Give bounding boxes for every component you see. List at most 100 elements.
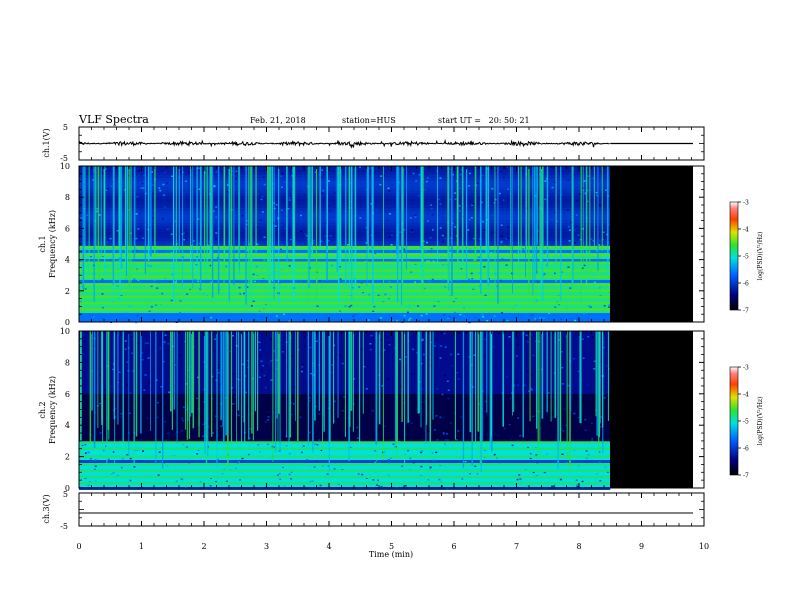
spectrogram-speckle xyxy=(304,336,307,338)
spectrogram-speckle xyxy=(256,320,259,323)
spectrogram-speckle xyxy=(91,426,94,428)
spectrogram-speckle xyxy=(421,388,424,390)
spectrogram-speckle xyxy=(202,435,204,437)
spectrogram-row xyxy=(79,397,611,400)
spectrogram-speckle xyxy=(163,461,165,464)
spectrogram-speckle xyxy=(468,278,470,281)
spectrogram-speckle xyxy=(567,209,569,211)
spectrogram-speckle xyxy=(457,332,460,334)
spectrogram-sferic xyxy=(312,331,314,453)
spectrogram-speckle xyxy=(517,384,520,386)
spectrogram-row xyxy=(79,232,611,235)
spectrogram-band xyxy=(79,455,611,458)
spectrogram-speckle xyxy=(255,265,258,268)
spectrogram-speckle xyxy=(409,217,412,219)
spectrogram-speckle xyxy=(486,320,489,322)
spectrogram-speckle xyxy=(564,424,567,427)
spectrogram-row xyxy=(79,355,611,358)
spectrogram-speckle xyxy=(258,364,261,367)
spectrogram-speckle xyxy=(312,374,315,376)
spectrogram-speckle xyxy=(87,451,90,454)
ch3-ylabel: ch.3(V) xyxy=(42,494,51,523)
spectrogram-speckle xyxy=(440,345,443,347)
spectrogram-speckle xyxy=(476,473,479,475)
spectrogram-sferic xyxy=(268,166,270,284)
spectrogram-speckle xyxy=(214,338,217,340)
spectrogram-speckle xyxy=(159,189,162,192)
spectrogram-speckle xyxy=(263,236,266,238)
spectrogram-speckle xyxy=(121,345,124,348)
spectrogram-speckle xyxy=(511,444,514,447)
spectrogram-speckle xyxy=(314,171,317,174)
spectrogram-speckle xyxy=(142,450,144,452)
spectrogram-speckle xyxy=(548,439,551,442)
spectrogram-sferic xyxy=(257,331,259,431)
spectrogram-speckle xyxy=(501,312,503,314)
spectrogram-row xyxy=(79,349,611,352)
spectrogram-sferic xyxy=(251,331,253,434)
spectrogram-sferic xyxy=(173,166,174,290)
spectrogram-speckle xyxy=(446,380,449,382)
spectrogram-speckle xyxy=(326,460,329,462)
spectrogram-speckle xyxy=(432,260,435,262)
spectrogram-band xyxy=(79,245,611,249)
spectrogram-sferic xyxy=(454,331,456,440)
spectrogram-speckle xyxy=(94,459,97,461)
spectrogram-speckle xyxy=(349,238,352,241)
spectrogram-speckle xyxy=(423,176,426,179)
spectrogram-speckle xyxy=(352,315,355,317)
spectrogram-row xyxy=(79,292,611,295)
spectrogram-speckle xyxy=(281,351,284,353)
spectrogram-speckle xyxy=(193,402,196,404)
spectrogram-sferic xyxy=(529,331,531,422)
spectrogram-speckle xyxy=(406,311,409,314)
spectrogram-speckle xyxy=(586,189,589,192)
spectrogram-speckle xyxy=(576,484,579,486)
spectrogram-speckle xyxy=(583,264,586,267)
spectrogram-sferic xyxy=(596,331,598,436)
spectrogram-speckle xyxy=(343,194,346,196)
spectrogram-speckle xyxy=(80,220,83,223)
spectrogram-speckle xyxy=(211,397,214,400)
spectrogram-speckle xyxy=(330,310,333,312)
spectrogram-speckle xyxy=(338,425,341,427)
spectrogram-sferic xyxy=(418,331,420,414)
spectrogram-speckle xyxy=(474,465,477,467)
spectrogram-speckle xyxy=(381,398,384,400)
spectrogram-speckle xyxy=(473,259,476,261)
spectrogram-speckle xyxy=(589,273,592,276)
spectrogram-speckle xyxy=(420,418,423,420)
spectrogram-sferic xyxy=(102,331,104,446)
spectrogram-sferic xyxy=(89,331,92,444)
spectrogram-speckle xyxy=(318,413,321,415)
spectrogram-speckle xyxy=(577,416,580,419)
spectrogram-speckle xyxy=(420,465,423,468)
spectrogram-row xyxy=(79,334,611,337)
spectrogram-speckle xyxy=(386,338,389,341)
spectrogram-speckle xyxy=(346,425,349,427)
spectrogram-speckle xyxy=(554,272,557,275)
spectrogram-speckle xyxy=(234,389,237,392)
spectrogram-speckle xyxy=(83,218,86,221)
spectrogram-speckle xyxy=(339,346,342,348)
spectrogram-speckle xyxy=(429,237,432,239)
spectrogram-speckle xyxy=(183,239,186,241)
spectrogram-speckle xyxy=(383,425,386,428)
spectrogram-row xyxy=(79,319,611,322)
spectrogram-row xyxy=(79,382,611,385)
spectrogram-speckle xyxy=(333,468,336,470)
spectrogram-speckle xyxy=(447,397,450,400)
spectrogram-speckle xyxy=(344,438,347,440)
spectrogram-speckle xyxy=(366,405,369,408)
spectrogram-speckle xyxy=(300,370,303,373)
spectrogram-row xyxy=(79,394,611,397)
spectrogram-sferic xyxy=(230,166,233,271)
spectrogram-speckle xyxy=(405,356,408,358)
spectrogram-speckle xyxy=(341,410,344,412)
spectrogram-speckle xyxy=(442,279,445,282)
spectrogram-speckle xyxy=(284,227,286,230)
ch1-spectrogram-image xyxy=(79,166,612,324)
spectrogram-sferic xyxy=(550,331,552,422)
spectrogram-speckle xyxy=(416,352,418,354)
spectrogram-speckle xyxy=(134,401,136,403)
